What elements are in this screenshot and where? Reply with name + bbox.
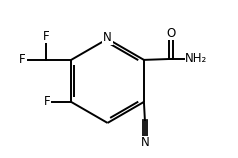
Text: O: O xyxy=(166,27,175,40)
Text: N: N xyxy=(140,136,149,149)
Text: F: F xyxy=(43,30,50,43)
Text: F: F xyxy=(44,95,51,108)
Text: NH₂: NH₂ xyxy=(185,52,208,65)
Text: N: N xyxy=(103,31,112,44)
Text: F: F xyxy=(19,53,26,66)
